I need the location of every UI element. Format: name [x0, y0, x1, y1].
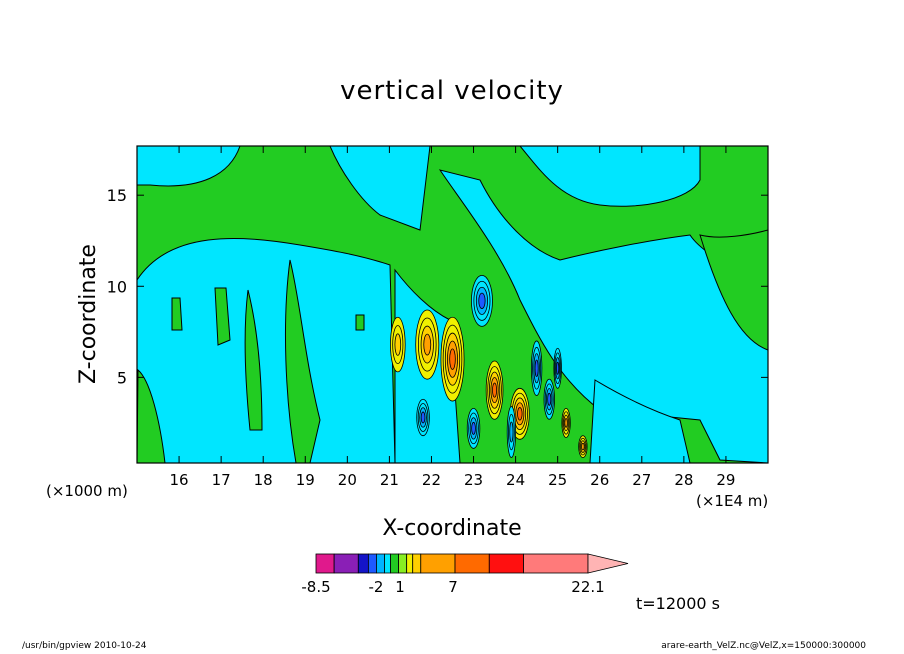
x-tick-label: 28 — [674, 471, 693, 489]
y-tick-label: 5 — [117, 368, 127, 387]
contour-cell — [449, 348, 456, 370]
colorbar-swatch — [488, 553, 524, 574]
contour-cell — [517, 407, 523, 421]
colorbar-swatch — [454, 553, 490, 574]
x-tick-label: 24 — [506, 471, 525, 489]
chart-title: vertical velocity — [340, 76, 564, 106]
x-unit-right: (×1E4 m) — [696, 492, 769, 510]
x-unit-left: (×1000 m) — [46, 482, 128, 500]
colorbar-swatch — [523, 553, 589, 574]
contour-cell — [471, 421, 476, 435]
y-axis: 5 10 15 — [107, 186, 768, 387]
y-tick-label: 10 — [107, 277, 127, 296]
x-tick-label: 26 — [590, 471, 609, 489]
time-label: t=12000 s — [636, 594, 720, 613]
x-tick-label: 16 — [170, 471, 189, 489]
x-axis-label: X-coordinate — [382, 516, 522, 541]
footer-left: /usr/bin/gpview 2010-10-24 — [22, 641, 147, 651]
contour-cell — [534, 359, 539, 377]
colorbar-label: 1 — [395, 578, 405, 596]
colorbar-swatch — [357, 553, 369, 574]
colorbar-swatch — [315, 553, 335, 574]
colorbar-label: 7 — [448, 578, 458, 596]
colorbar-swatch — [367, 553, 377, 574]
footer-right: arare-earth_VelZ.nc@VelZ,x=150000:300000 — [661, 641, 866, 651]
colorbar-swatch — [384, 553, 391, 574]
contour-cell — [423, 333, 432, 356]
colorbar-swatch — [333, 553, 359, 574]
colorbar-swatch — [412, 553, 422, 574]
contour-cell — [556, 361, 560, 375]
contour-cell — [420, 411, 426, 424]
contour-cell — [564, 418, 568, 428]
x-tick-label: 18 — [254, 471, 273, 489]
contour-cells — [390, 274, 588, 458]
contour-cell — [509, 421, 514, 443]
colorbar-swatch — [420, 553, 456, 574]
colorbar-swatch — [398, 553, 408, 574]
colorbar-swatch — [406, 553, 414, 574]
plot-field — [137, 146, 768, 463]
x-tick-label: 20 — [338, 471, 357, 489]
x-tick-label: 27 — [632, 471, 651, 489]
x-tick-label: 19 — [296, 471, 315, 489]
colorbar-arrow — [587, 553, 629, 574]
contour-cell — [547, 392, 552, 406]
x-tick-label: 22 — [422, 471, 441, 489]
x-axis: 16 17 18 19 20 21 22 23 24 25 26 27 28 29 — [170, 146, 735, 489]
x-tick-label: 17 — [212, 471, 231, 489]
contour-cell — [581, 442, 585, 451]
x-tick-label: 23 — [464, 471, 483, 489]
colorbar-label: -8.5 — [301, 578, 330, 596]
x-tick-label: 29 — [716, 471, 735, 489]
colorbar-swatch — [390, 553, 400, 574]
contour-cell — [492, 382, 498, 398]
colorbar-label: 22.1 — [571, 578, 604, 596]
plot-frame — [136, 145, 769, 464]
contour-cell — [478, 292, 486, 309]
colorbar-label: -2 — [369, 578, 384, 596]
contour-cell — [394, 333, 402, 356]
colorbar: -8.5 -2 1 7 22.1 — [301, 553, 629, 596]
x-tick-label: 21 — [380, 471, 399, 489]
colorbar-swatch — [376, 553, 385, 574]
y-tick-label: 15 — [107, 186, 127, 205]
x-tick-label: 25 — [548, 471, 567, 489]
